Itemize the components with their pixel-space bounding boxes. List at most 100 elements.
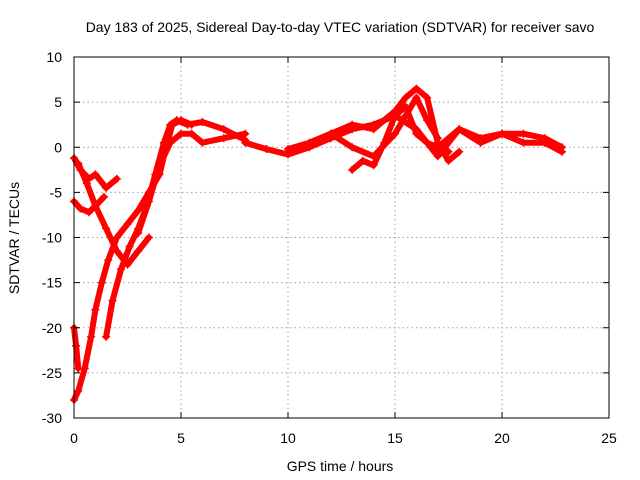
y-tick-label: -30 bbox=[42, 410, 62, 426]
data-point-marker bbox=[183, 120, 192, 129]
x-tick-label: 20 bbox=[494, 430, 510, 446]
data-point-marker bbox=[305, 138, 314, 147]
data-point-marker bbox=[99, 192, 108, 201]
data-point-marker bbox=[455, 125, 464, 134]
data-point-marker bbox=[134, 206, 143, 215]
data-point-marker bbox=[102, 183, 111, 192]
data-point-marker bbox=[423, 138, 432, 147]
data-point-marker bbox=[187, 129, 196, 138]
data-point-marker bbox=[358, 156, 367, 165]
data-point-marker bbox=[401, 93, 410, 102]
data-point-marker bbox=[444, 147, 453, 156]
data-point-marker bbox=[125, 242, 134, 251]
data-point-marker bbox=[455, 147, 464, 156]
data-point-marker bbox=[433, 134, 442, 143]
data-point-marker bbox=[76, 204, 85, 213]
data-point-marker bbox=[80, 364, 89, 373]
y-axis-label: SDTVAR / TECUs bbox=[6, 182, 22, 294]
series-track-12 bbox=[434, 126, 565, 155]
y-tick-label: -20 bbox=[42, 320, 62, 336]
data-point-marker bbox=[144, 233, 153, 242]
y-tick-label: -5 bbox=[50, 184, 63, 200]
series-layer bbox=[70, 84, 566, 404]
data-point-marker bbox=[391, 129, 399, 138]
data-point-marker bbox=[155, 161, 164, 170]
y-tick-label: -10 bbox=[42, 230, 62, 246]
series-track-7 bbox=[135, 130, 249, 236]
data-point-marker bbox=[102, 224, 111, 233]
data-point-marker bbox=[326, 129, 335, 138]
data-point-marker bbox=[198, 117, 207, 126]
data-point-marker bbox=[423, 93, 432, 102]
data-point-marker bbox=[412, 129, 421, 138]
data-point-marker bbox=[262, 145, 271, 154]
data-point-marker bbox=[412, 93, 421, 102]
data-point-marker bbox=[219, 134, 228, 143]
data-point-marker bbox=[348, 143, 357, 152]
data-point-marker bbox=[348, 165, 357, 174]
data-point-marker bbox=[112, 233, 121, 242]
data-point-marker bbox=[84, 208, 93, 217]
data-point-marker bbox=[134, 228, 143, 237]
data-point-marker bbox=[198, 138, 207, 147]
tick-labels: 0 5 10 15 20 25 -30 -25 -20 -15 -10 -5 0 5 10 bbox=[42, 49, 617, 446]
data-point-marker bbox=[433, 143, 442, 152]
series-track-4 bbox=[75, 160, 152, 268]
data-point-marker bbox=[444, 156, 453, 165]
data-point-marker bbox=[82, 179, 91, 188]
data-point-marker bbox=[423, 116, 432, 125]
data-point-marker bbox=[97, 278, 106, 287]
data-point-marker bbox=[112, 174, 121, 183]
data-point-marker bbox=[102, 332, 111, 341]
data-point-marker bbox=[104, 256, 113, 265]
data-point-marker bbox=[369, 152, 378, 161]
data-point-marker bbox=[74, 159, 83, 168]
data-point-marker bbox=[557, 147, 566, 156]
x-tick-label: 10 bbox=[280, 430, 296, 446]
x-axis-label: GPS time / hours bbox=[287, 458, 394, 474]
y-tick-label: 0 bbox=[54, 139, 62, 155]
data-point-marker bbox=[123, 219, 132, 228]
chart-title: Day 183 of 2025, Sidereal Day-to-day VTE… bbox=[86, 19, 595, 35]
data-point-marker bbox=[144, 197, 153, 206]
data-point-marker bbox=[72, 341, 81, 350]
data-point-marker bbox=[166, 138, 175, 147]
data-point-marker bbox=[401, 111, 410, 120]
data-point-marker bbox=[391, 111, 399, 120]
data-point-marker bbox=[519, 129, 528, 138]
data-point-marker bbox=[498, 129, 506, 138]
series-track-8 bbox=[242, 112, 565, 160]
data-point-marker bbox=[369, 125, 378, 134]
data-point-marker bbox=[91, 201, 100, 210]
x-tick-label: 5 bbox=[177, 430, 185, 446]
series-track-10 bbox=[349, 103, 452, 173]
data-point-marker bbox=[91, 305, 100, 314]
data-point-marker bbox=[91, 170, 100, 179]
x-tick-label: 15 bbox=[387, 430, 403, 446]
data-point-marker bbox=[284, 145, 292, 154]
data-point-marker bbox=[172, 116, 181, 125]
data-point-marker bbox=[241, 129, 250, 138]
data-point-marker bbox=[369, 161, 378, 170]
data-point-marker bbox=[519, 138, 528, 147]
y-tick-label: 10 bbox=[46, 49, 62, 65]
grid bbox=[74, 57, 609, 418]
data-point-marker bbox=[219, 125, 228, 134]
data-point-marker bbox=[134, 247, 143, 256]
data-point-marker bbox=[117, 265, 126, 274]
x-tick-label: 25 bbox=[601, 430, 617, 446]
data-point-marker bbox=[348, 120, 357, 129]
data-point-marker bbox=[177, 129, 185, 138]
y-tick-label: -25 bbox=[42, 365, 62, 381]
data-point-marker bbox=[87, 332, 96, 341]
data-point-marker bbox=[241, 138, 250, 147]
data-point-marker bbox=[540, 138, 549, 147]
data-point-marker bbox=[476, 138, 485, 147]
data-point-marker bbox=[74, 386, 83, 395]
data-point-marker bbox=[433, 152, 442, 161]
series-track-11 bbox=[327, 94, 441, 160]
y-tick-label: -15 bbox=[42, 275, 62, 291]
y-tick-label: 5 bbox=[54, 94, 62, 110]
data-point-marker bbox=[108, 296, 117, 305]
